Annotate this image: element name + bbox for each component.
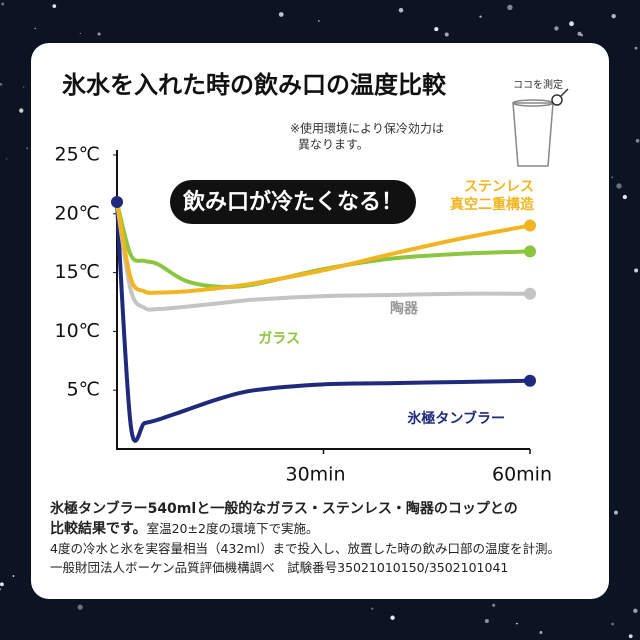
footnote-line: 比較結果です。室温20±2度の環境下で実施。 xyxy=(50,519,610,539)
speckle xyxy=(52,4,57,8)
end-point xyxy=(524,219,536,232)
badge xyxy=(170,180,416,224)
speckle xyxy=(0,82,3,86)
series-line xyxy=(115,201,531,312)
speckle xyxy=(371,607,374,610)
x-tick-label: 60min xyxy=(492,464,552,486)
speckle xyxy=(628,634,633,639)
speckle xyxy=(633,608,638,613)
series-label: ガラス xyxy=(258,331,300,347)
speckle xyxy=(23,86,25,88)
speckle xyxy=(12,575,15,577)
series-line xyxy=(115,201,531,443)
speckle xyxy=(26,147,29,150)
note: 異なります。 xyxy=(298,138,369,152)
speckle xyxy=(34,27,36,30)
speckle xyxy=(634,46,638,50)
end-point xyxy=(524,245,536,258)
end-point xyxy=(524,287,536,300)
speckle xyxy=(79,32,81,34)
y-tick-label: 15℃ xyxy=(54,261,100,283)
cup-icon xyxy=(512,88,569,167)
footnote-line: 氷極タンブラー540mlと一般的なガラス・ステンレス・陶器のコップとの xyxy=(50,501,518,517)
start-point xyxy=(111,196,123,209)
end-point xyxy=(524,374,536,387)
footnote-bold: 比較結果です。 xyxy=(50,521,147,537)
speckle xyxy=(634,268,639,273)
speckle xyxy=(479,15,482,18)
y-tick-label: 25℃ xyxy=(54,144,100,166)
footnote: 氷極タンブラー540mlと一般的なガラス・ステンレス・陶器のコップとの 比較結果… xyxy=(50,500,610,577)
note: ※使用環境により保冷効力は xyxy=(290,121,444,136)
speckle xyxy=(554,26,559,31)
speckle xyxy=(1,2,5,6)
speckle xyxy=(622,194,627,200)
series-label: 陶器 xyxy=(390,301,418,317)
speckle xyxy=(318,20,320,22)
speckle xyxy=(635,138,640,143)
speckle xyxy=(444,32,449,37)
speckle xyxy=(390,615,395,620)
speckle xyxy=(0,582,4,587)
speckle xyxy=(97,32,101,36)
footnote-text: 室温20±2度の環境下で実施。 xyxy=(146,521,319,536)
series-label: 氷極タンブラー xyxy=(407,411,505,427)
speckle xyxy=(614,510,618,515)
speckle xyxy=(611,13,616,19)
speckle xyxy=(398,7,404,13)
speckle xyxy=(19,108,24,113)
speckle xyxy=(539,631,543,634)
card xyxy=(31,43,609,599)
speckle xyxy=(611,622,614,626)
speckle xyxy=(577,31,582,36)
speckle xyxy=(484,619,489,624)
measure-label: ココを測定 xyxy=(513,78,563,91)
speckle xyxy=(77,604,83,610)
y-tick-label: 20℃ xyxy=(54,202,100,224)
y-tick-label: 10℃ xyxy=(54,320,100,342)
speckle xyxy=(492,603,496,607)
speckle xyxy=(569,21,574,27)
speckle xyxy=(611,176,614,179)
speckle xyxy=(516,622,518,625)
speckle xyxy=(6,158,8,160)
badge-text: 飲み口が冷たくなる！ xyxy=(182,189,403,215)
chart-title: 氷水を入れた時の飲み口の温度比較 xyxy=(62,71,447,99)
speckle xyxy=(507,4,513,11)
y-tick-label: 5℃ xyxy=(67,379,100,401)
x-tick-label: 30min xyxy=(285,464,345,486)
series-line xyxy=(115,201,531,295)
footnote-line: 一般財団法人ボーケン品質評価機構調べ 試験番号35021010150/35021… xyxy=(50,560,509,575)
series-label: ステンレス 真空二重構造 xyxy=(450,179,534,213)
speckle xyxy=(434,27,439,32)
footnote-line: 4度の冷水と氷を実容量相当（432ml）まで投入し、放置した時の飲み口部の温度を… xyxy=(50,541,560,556)
speckle xyxy=(278,12,284,17)
speckle xyxy=(0,588,2,591)
speckle xyxy=(616,183,622,189)
